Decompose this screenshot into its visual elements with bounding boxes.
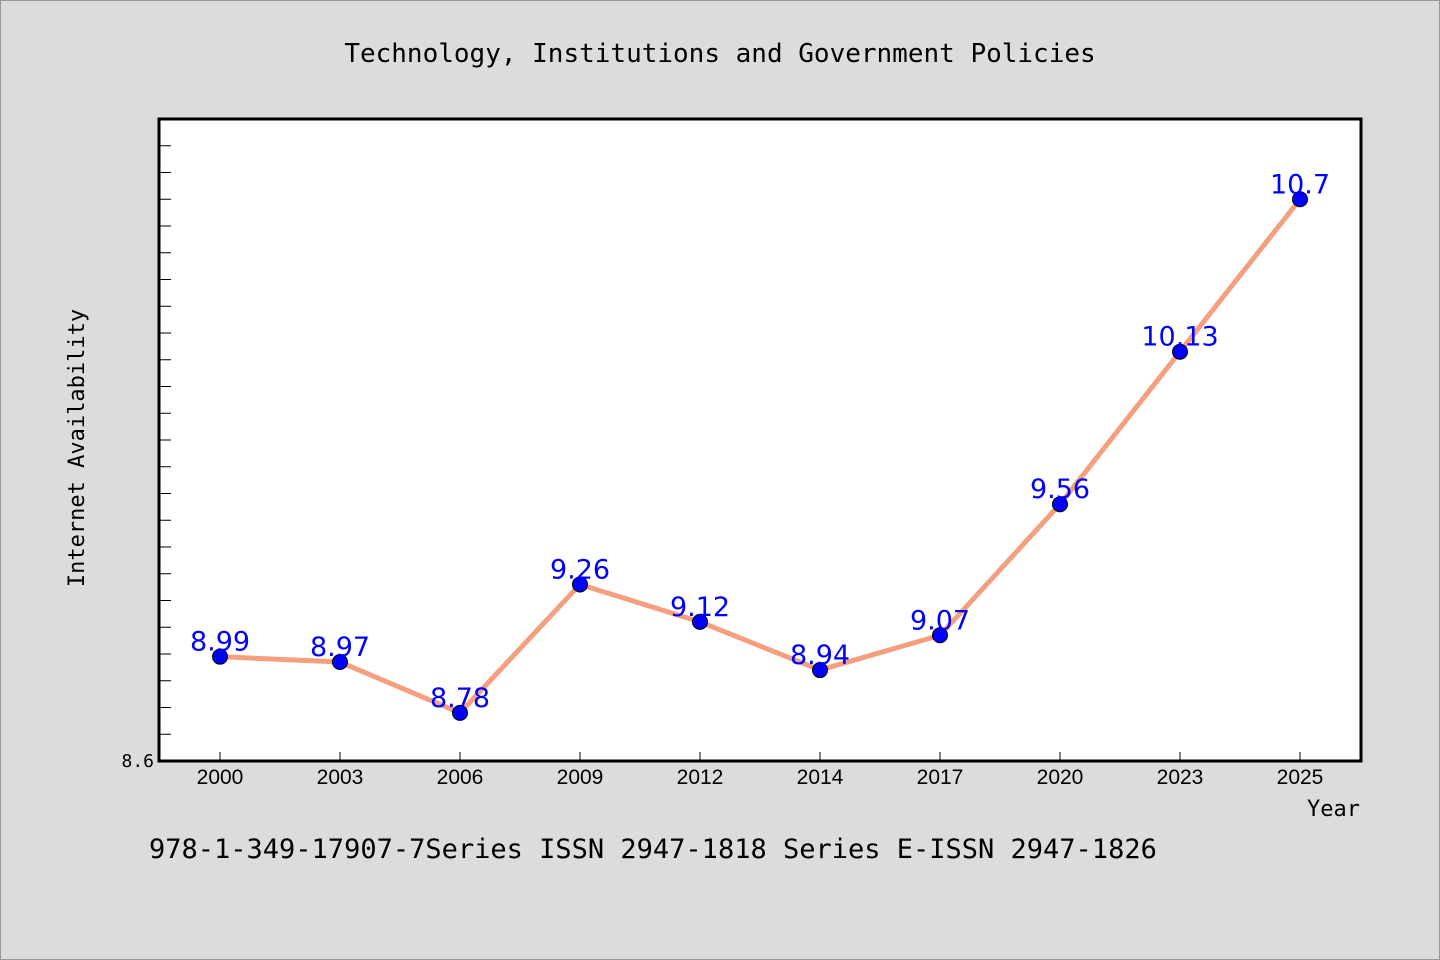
x-tick-label: 2025 [1277, 766, 1324, 789]
series-markers [212, 191, 1308, 721]
data-point [452, 704, 468, 721]
data-label: 9.12 [670, 592, 730, 623]
x-tick-label: 2009 [557, 766, 604, 789]
data-label: 8.99 [190, 627, 250, 658]
data-point [812, 662, 828, 679]
footer-isbn-text: 978-1-349-17907-7Series ISSN 2947-1818 S… [149, 834, 1157, 865]
data-point [1292, 191, 1308, 208]
series-line-group [217, 196, 1303, 716]
x-tick-label: 2017 [917, 766, 964, 789]
data-label: 10.7 [1270, 169, 1330, 200]
y-tick-label: 8.6 [121, 751, 154, 772]
y-axis-ticks [160, 145, 171, 735]
x-tick-label: 2000 [197, 766, 244, 789]
x-axis-ticks [219, 752, 1301, 761]
x-tick-label: 2012 [677, 766, 724, 789]
x-tick-label: 2003 [317, 766, 364, 789]
x-tick-label: 2014 [797, 766, 844, 789]
data-point [1172, 343, 1188, 360]
data-label: 9.26 [550, 554, 610, 585]
data-label: 8.78 [430, 683, 490, 714]
series-line [217, 196, 1303, 716]
data-label: 9.56 [1030, 474, 1090, 505]
x-axis-label: Year [1307, 797, 1360, 822]
plot-area [157, 117, 1363, 763]
data-point [572, 576, 588, 593]
x-tick-label: 2023 [1157, 766, 1204, 789]
data-point [332, 654, 348, 671]
data-point [212, 648, 228, 665]
data-point [1052, 496, 1068, 513]
data-label: 10.13 [1141, 322, 1218, 353]
data-label: 8.97 [310, 632, 370, 663]
data-label: 8.94 [790, 640, 850, 671]
data-point [692, 613, 708, 630]
y-axis-label: Internet Availability [65, 309, 90, 587]
x-tick-labels: 2000 2003 2006 2009 2012 2014 2017 2020 2023 2025 [197, 766, 1324, 789]
data-label: 9.07 [910, 605, 970, 636]
chart-title: Technology, Institutions and Government … [344, 39, 1095, 69]
data-labels: 8.99 8.97 8.78 9.26 9.12 8.94 9.07 9.56 10.13 10.… [190, 169, 1330, 714]
data-point [932, 627, 948, 644]
x-tick-label: 2020 [1037, 766, 1084, 789]
x-tick-label: 2006 [437, 766, 484, 789]
